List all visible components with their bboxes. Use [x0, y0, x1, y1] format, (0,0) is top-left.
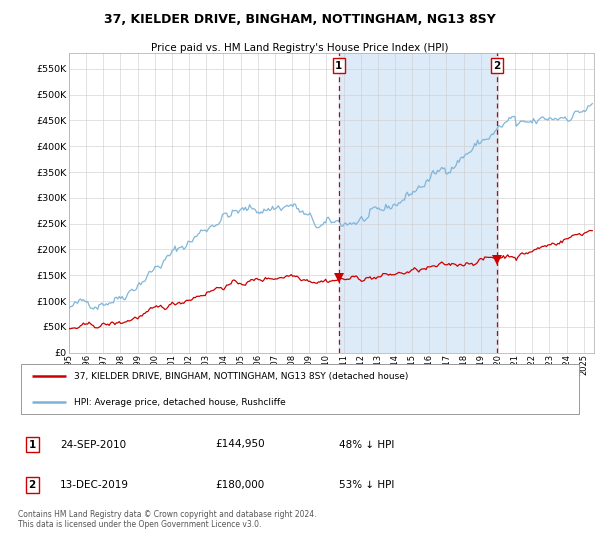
Text: 13-DEC-2019: 13-DEC-2019 — [60, 480, 130, 491]
Text: HPI: Average price, detached house, Rushcliffe: HPI: Average price, detached house, Rush… — [74, 398, 286, 407]
Text: 24-SEP-2010: 24-SEP-2010 — [60, 440, 127, 450]
Text: 1: 1 — [335, 60, 343, 71]
Text: £144,950: £144,950 — [215, 440, 265, 450]
Text: 48% ↓ HPI: 48% ↓ HPI — [340, 440, 395, 450]
Text: 1: 1 — [28, 440, 36, 450]
Text: 2: 2 — [28, 480, 36, 491]
Text: Contains HM Land Registry data © Crown copyright and database right 2024.
This d: Contains HM Land Registry data © Crown c… — [18, 510, 317, 529]
Text: 2: 2 — [493, 60, 500, 71]
Text: 53% ↓ HPI: 53% ↓ HPI — [340, 480, 395, 491]
Text: 37, KIELDER DRIVE, BINGHAM, NOTTINGHAM, NG13 8SY: 37, KIELDER DRIVE, BINGHAM, NOTTINGHAM, … — [104, 13, 496, 26]
Text: £180,000: £180,000 — [215, 480, 265, 491]
FancyBboxPatch shape — [21, 364, 579, 414]
Text: Price paid vs. HM Land Registry's House Price Index (HPI): Price paid vs. HM Land Registry's House … — [151, 43, 449, 53]
Text: 37, KIELDER DRIVE, BINGHAM, NOTTINGHAM, NG13 8SY (detached house): 37, KIELDER DRIVE, BINGHAM, NOTTINGHAM, … — [74, 372, 409, 381]
Bar — [339, 53, 497, 353]
